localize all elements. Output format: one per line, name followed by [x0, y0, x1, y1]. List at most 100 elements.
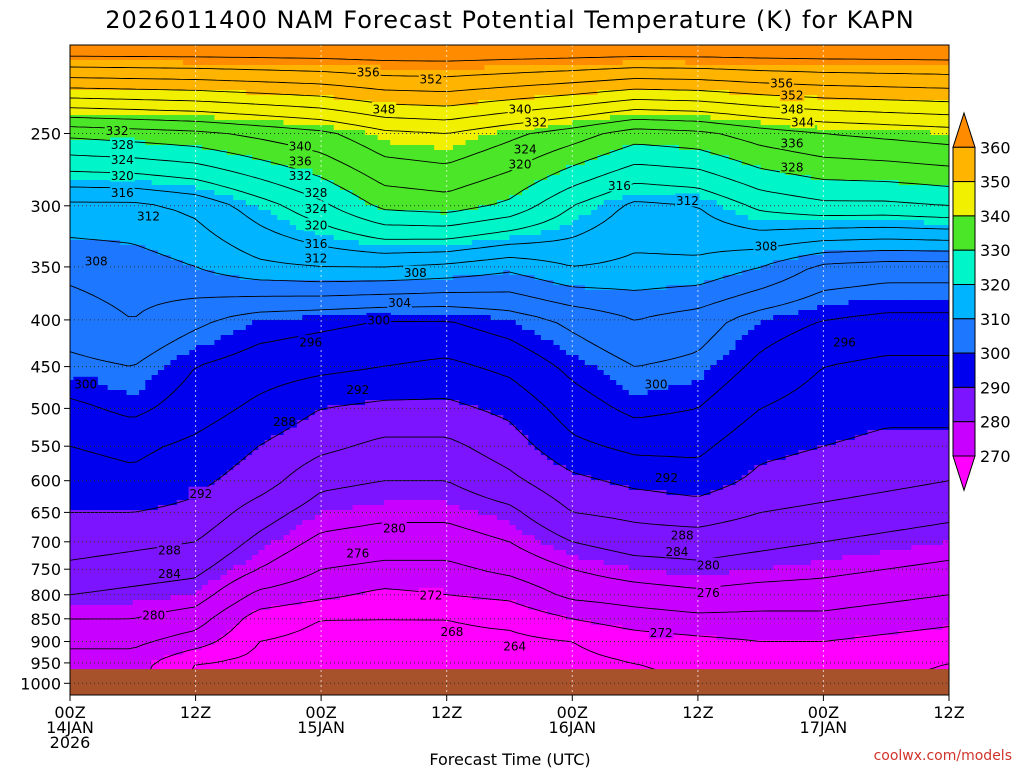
- field-cell: [302, 655, 310, 661]
- field-cell: [270, 525, 278, 531]
- field-cell: [239, 630, 247, 636]
- field-cell: [145, 575, 153, 581]
- field-cell: [101, 645, 109, 651]
- field-cell: [176, 535, 184, 541]
- field-cell: [239, 205, 247, 211]
- field-cell: [296, 180, 303, 186]
- field-cell: [120, 120, 128, 126]
- field-cell: [245, 365, 253, 371]
- field-cell: [252, 225, 259, 231]
- field-cell: [283, 295, 291, 301]
- field-cell: [258, 650, 266, 656]
- field-cell: [120, 305, 128, 311]
- field-cell: [264, 395, 272, 401]
- field-cell: [277, 280, 285, 286]
- field-cell: [233, 115, 241, 121]
- field-cell: [145, 515, 153, 521]
- field-cell: [95, 175, 102, 181]
- field-cell: [76, 175, 84, 181]
- field-cell: [214, 605, 222, 611]
- field-cell: [101, 300, 109, 306]
- field-cell: [245, 180, 253, 186]
- field-cell: [107, 205, 115, 211]
- field-cell: [113, 325, 121, 331]
- field-cell: [245, 145, 253, 151]
- field-cell: [283, 370, 291, 376]
- field-cell: [258, 620, 266, 626]
- field-cell: [277, 525, 285, 531]
- field-cell: [139, 460, 146, 466]
- field-cell: [176, 615, 184, 621]
- field-cell: [70, 155, 77, 161]
- field-cell: [201, 180, 209, 186]
- field-cell: [88, 525, 96, 531]
- field-cell: [139, 645, 146, 651]
- field-cell: [264, 100, 272, 106]
- field-cell: [101, 590, 109, 596]
- field-cell: [302, 525, 310, 531]
- field-cell: [101, 290, 109, 296]
- field-cell: [220, 500, 228, 506]
- field-cell: [233, 420, 241, 426]
- field-cell: [302, 495, 310, 501]
- field-cell: [195, 120, 203, 126]
- field-cell: [107, 480, 115, 486]
- field-cell: [120, 490, 128, 496]
- field-cell: [157, 85, 165, 91]
- field-cell: [139, 650, 146, 656]
- field-cell: [132, 380, 140, 386]
- field-cell: [132, 50, 140, 56]
- field-cell: [145, 240, 153, 246]
- field-cell: [189, 500, 197, 506]
- field-cell: [277, 585, 285, 591]
- field-cell: [289, 245, 297, 251]
- field-cell: [170, 60, 178, 66]
- field-cell: [101, 605, 109, 611]
- field-cell: [70, 575, 77, 581]
- field-cell: [88, 390, 96, 396]
- field-cell: [277, 290, 285, 296]
- field-cell: [82, 170, 90, 176]
- field-cell: [283, 645, 291, 651]
- field-cell: [164, 640, 172, 646]
- field-cell: [220, 465, 228, 471]
- field-cell: [132, 660, 140, 666]
- field-cell: [107, 220, 115, 226]
- field-cell: [126, 575, 134, 581]
- field-cell: [157, 320, 165, 326]
- field-cell: [226, 665, 234, 671]
- field-cell: [239, 330, 247, 336]
- field-cell: [70, 645, 77, 651]
- field-cell: [226, 235, 234, 241]
- field-cell: [220, 345, 228, 351]
- field-cell: [126, 535, 134, 541]
- field-cell: [308, 265, 316, 271]
- field-cell: [189, 445, 197, 451]
- field-cell: [189, 405, 197, 411]
- field-cell: [95, 225, 102, 231]
- field-cell: [170, 135, 178, 141]
- field-cell: [226, 210, 234, 216]
- field-cell: [82, 340, 90, 346]
- field-cell: [214, 540, 222, 546]
- field-cell: [107, 385, 115, 391]
- field-cell: [283, 200, 291, 206]
- field-cell: [113, 555, 121, 561]
- field-cell: [201, 195, 209, 201]
- field-cell: [220, 385, 228, 391]
- field-cell: [214, 575, 222, 581]
- field-cell: [95, 520, 102, 526]
- field-cell: [107, 400, 115, 406]
- field-cell: [277, 205, 285, 211]
- field-cell: [214, 250, 222, 256]
- field-cell: [132, 185, 140, 191]
- field-cell: [302, 90, 310, 96]
- field-cell: [126, 75, 134, 81]
- field-cell: [201, 455, 209, 461]
- field-cell: [270, 620, 278, 626]
- field-cell: [289, 620, 297, 626]
- field-cell: [70, 390, 77, 396]
- field-cell: [277, 355, 285, 361]
- field-cell: [283, 605, 291, 611]
- field-cell: [151, 635, 159, 641]
